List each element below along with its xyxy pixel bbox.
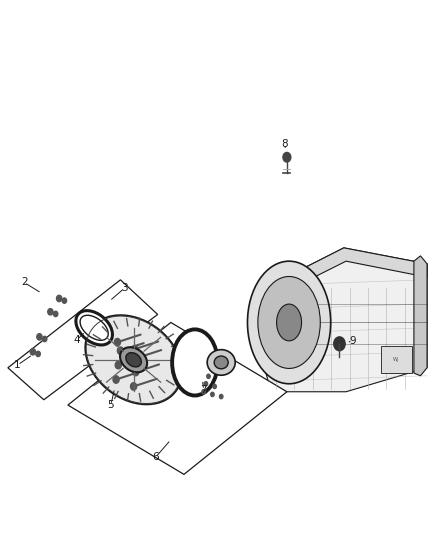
Circle shape [131, 383, 137, 390]
Polygon shape [414, 256, 427, 376]
Ellipse shape [214, 356, 228, 369]
Circle shape [132, 345, 138, 353]
Circle shape [57, 295, 62, 302]
Circle shape [37, 334, 42, 340]
Circle shape [114, 338, 120, 346]
Ellipse shape [80, 316, 108, 340]
Circle shape [219, 394, 223, 399]
Text: 8: 8 [281, 139, 288, 149]
Circle shape [62, 298, 67, 303]
Circle shape [30, 349, 35, 355]
Text: 5: 5 [107, 400, 114, 410]
Polygon shape [252, 248, 427, 392]
Text: 3: 3 [121, 283, 128, 293]
Circle shape [42, 336, 47, 342]
Ellipse shape [85, 315, 182, 405]
Ellipse shape [277, 304, 302, 341]
Text: WJ: WJ [393, 357, 399, 362]
Ellipse shape [258, 277, 320, 368]
Circle shape [113, 376, 119, 383]
Circle shape [117, 347, 124, 354]
Circle shape [211, 392, 214, 397]
Circle shape [133, 368, 139, 376]
Circle shape [135, 354, 141, 361]
Circle shape [202, 390, 205, 394]
Circle shape [213, 384, 216, 389]
Polygon shape [8, 280, 158, 400]
Ellipse shape [172, 329, 218, 395]
Polygon shape [68, 322, 287, 474]
Circle shape [283, 152, 291, 162]
Circle shape [207, 374, 210, 378]
Text: 2: 2 [21, 278, 28, 287]
Ellipse shape [247, 261, 331, 384]
Circle shape [36, 351, 40, 357]
Bar [381, 346, 412, 373]
Circle shape [48, 309, 53, 315]
Ellipse shape [76, 311, 113, 345]
Text: 4: 4 [73, 335, 80, 345]
Text: 9: 9 [349, 336, 356, 346]
Circle shape [115, 361, 121, 369]
Circle shape [53, 311, 58, 317]
Text: 1: 1 [14, 360, 21, 370]
Circle shape [334, 337, 345, 351]
Circle shape [204, 382, 208, 386]
Text: 6: 6 [152, 453, 159, 462]
Ellipse shape [126, 353, 141, 367]
Text: 7: 7 [200, 385, 207, 395]
Ellipse shape [120, 348, 147, 372]
Polygon shape [265, 248, 427, 298]
Ellipse shape [207, 350, 235, 375]
